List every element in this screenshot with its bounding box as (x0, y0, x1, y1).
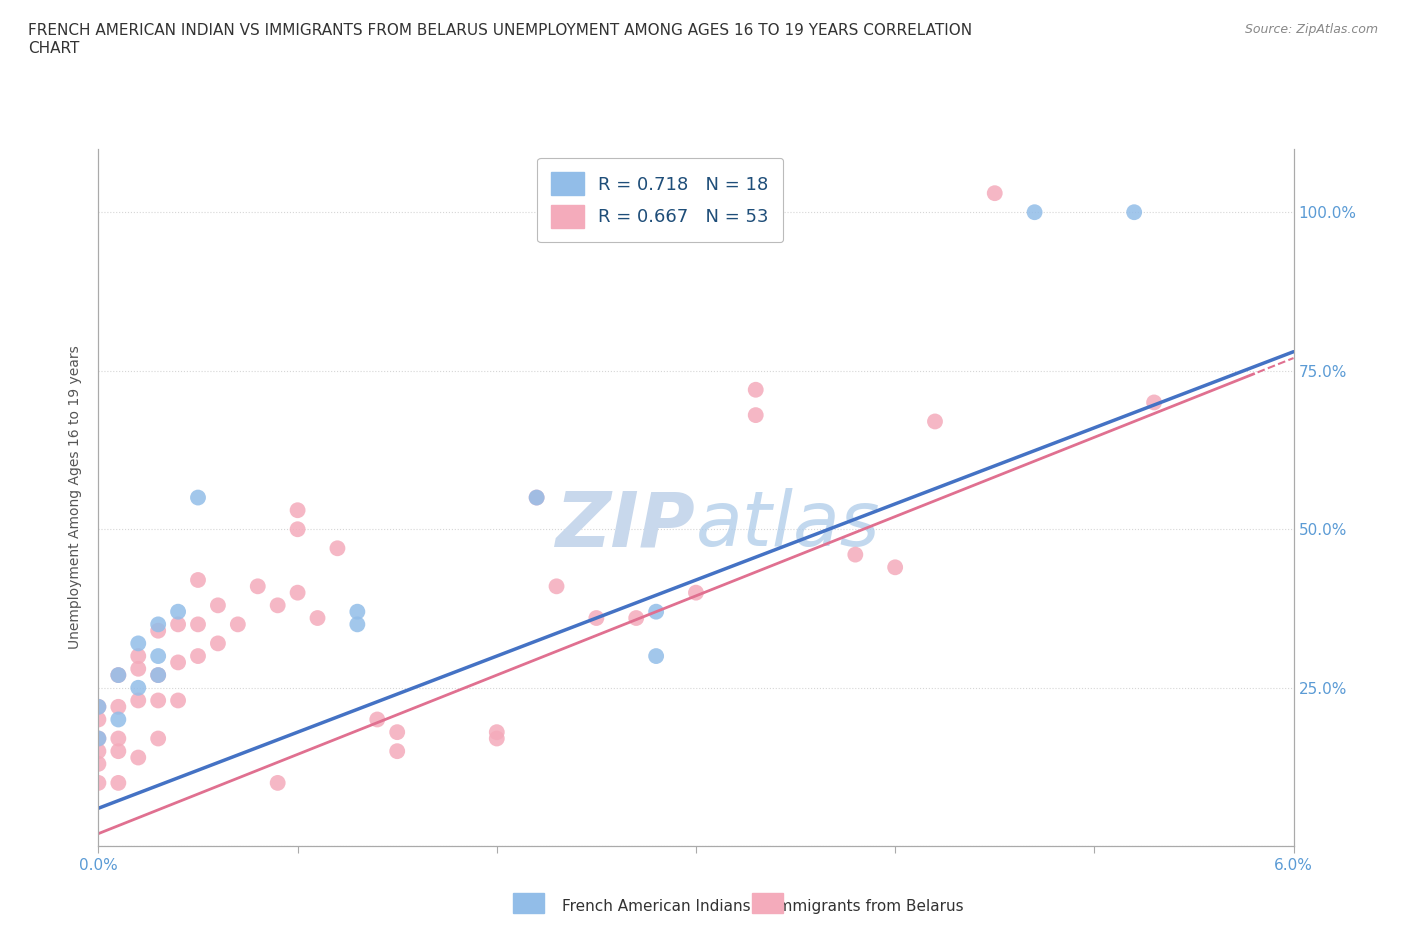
Point (745, 407, 768, 422)
Point (1143, 395, 1166, 410)
Point (87, 756, 110, 771)
Point (645, 648, 668, 663)
Point (127, 751, 149, 765)
Point (148, 668, 170, 683)
Point (167, 655, 190, 670)
Point (207, 598, 229, 613)
Point (187, 573, 209, 588)
Point (187, 490, 209, 505)
Legend: R = 0.718   N = 18, R = 0.667   N = 53: R = 0.718 N = 18, R = 0.667 N = 53 (537, 158, 783, 242)
Point (287, 585, 309, 600)
Point (287, 522, 309, 537)
Point (127, 681, 149, 696)
Point (87, 776, 110, 790)
Point (87, 699, 110, 714)
Point (127, 648, 149, 663)
Point (745, 382, 768, 397)
Point (485, 724, 508, 739)
Point (87, 712, 110, 727)
Point (366, 712, 388, 727)
Point (685, 585, 707, 600)
Point (1123, 205, 1146, 219)
Point (485, 731, 508, 746)
Point (626, 611, 648, 626)
Point (148, 617, 170, 631)
Point (645, 604, 668, 619)
Point (585, 611, 607, 626)
Point (107, 731, 129, 746)
Point (385, 744, 409, 759)
Text: Immigrants from Belarus: Immigrants from Belarus (773, 899, 965, 914)
Point (884, 560, 907, 575)
Point (107, 776, 129, 790)
Point (167, 617, 190, 631)
Point (1024, 205, 1046, 219)
Point (346, 604, 368, 619)
Point (87, 744, 110, 759)
Text: atlas: atlas (696, 488, 880, 563)
Point (287, 503, 309, 518)
Y-axis label: Unemployment Among Ages 16 to 19 years: Unemployment Among Ages 16 to 19 years (69, 346, 83, 649)
Point (546, 578, 568, 593)
Point (127, 693, 149, 708)
Point (307, 611, 329, 626)
Point (844, 547, 866, 562)
Point (107, 699, 129, 714)
Point (385, 724, 409, 739)
Point (148, 668, 170, 683)
Point (246, 578, 269, 593)
Point (167, 693, 190, 708)
Text: French American Indians: French American Indians (562, 899, 751, 914)
Point (167, 604, 190, 619)
Point (267, 776, 290, 790)
Text: Source: ZipAtlas.com: Source: ZipAtlas.com (1244, 23, 1378, 36)
Point (346, 617, 368, 631)
Point (107, 668, 129, 683)
Point (148, 648, 170, 663)
Point (127, 661, 149, 676)
Point (148, 623, 170, 638)
Point (87, 731, 110, 746)
Point (148, 731, 170, 746)
Point (187, 617, 209, 631)
Point (107, 744, 129, 759)
Point (984, 186, 1007, 201)
Point (267, 598, 290, 613)
Point (87, 699, 110, 714)
Point (526, 490, 548, 505)
Point (127, 636, 149, 651)
Text: ZIP: ZIP (557, 488, 696, 563)
Text: FRENCH AMERICAN INDIAN VS IMMIGRANTS FROM BELARUS UNEMPLOYMENT AMONG AGES 16 TO : FRENCH AMERICAN INDIAN VS IMMIGRANTS FRO… (28, 23, 972, 56)
Point (107, 668, 129, 683)
Point (187, 648, 209, 663)
Point (924, 414, 946, 429)
Point (87, 731, 110, 746)
Point (207, 636, 229, 651)
Point (107, 712, 129, 727)
Point (526, 490, 548, 505)
Point (226, 617, 249, 631)
Point (148, 693, 170, 708)
Point (326, 541, 349, 556)
